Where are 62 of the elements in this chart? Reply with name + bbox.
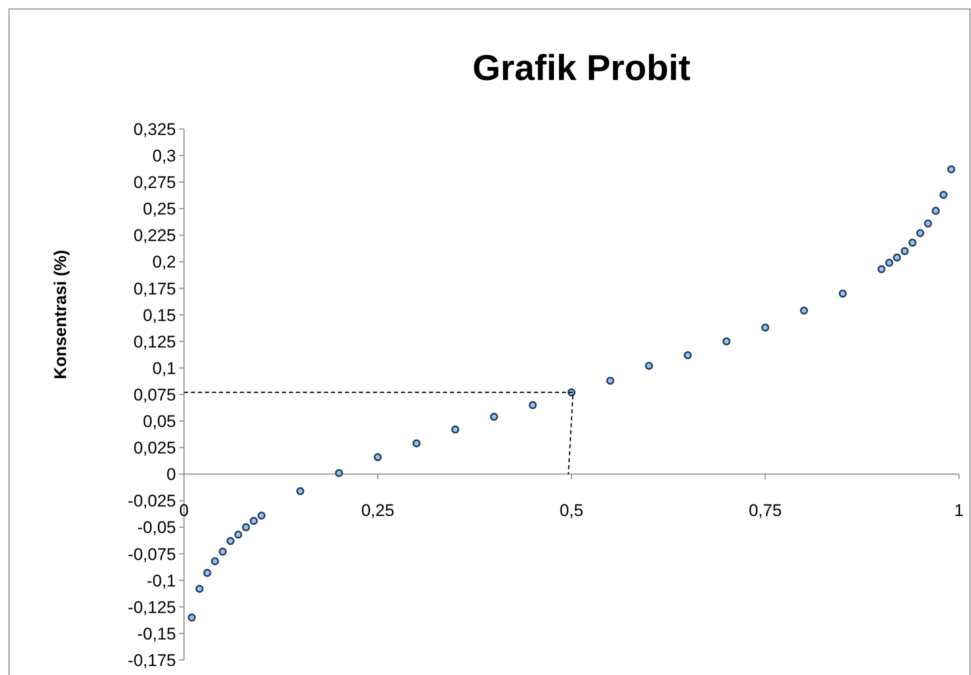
point (908, 238, 916, 247)
x-tick-label: 0 (179, 501, 189, 520)
y-tick-label: 0,1 (152, 358, 176, 378)
y-tick-label: -0,15 (137, 624, 176, 644)
point (335, 469, 343, 478)
y-tick-label: -0,05 (137, 518, 176, 538)
y-tick-label: -0,175 (128, 650, 176, 670)
point (924, 220, 932, 228)
y-tick-label: -0,125 (128, 598, 176, 617)
y-tick-label: 0,325 (133, 120, 176, 139)
y-tick-label: 0,025 (133, 438, 176, 458)
point (878, 265, 886, 274)
y-tick-label: 0,175 (133, 279, 176, 298)
point (606, 376, 614, 385)
point (838, 290, 847, 298)
point (374, 453, 382, 462)
point (893, 254, 901, 262)
point (490, 412, 498, 421)
y-tick-label: 0,225 (133, 226, 176, 246)
point (412, 439, 420, 448)
point (885, 258, 894, 267)
y-tick-label: 0,15 (142, 306, 176, 325)
point (234, 530, 242, 539)
x-tick-label: 0,5 (560, 501, 584, 520)
point (196, 584, 204, 593)
point (203, 568, 212, 577)
y-tick-label: 0 (166, 465, 176, 484)
point (940, 190, 948, 199)
y-tick-label: -0,075 (128, 544, 176, 564)
point (218, 548, 227, 556)
point (916, 229, 924, 238)
point (684, 351, 692, 360)
point (250, 516, 258, 525)
point (528, 401, 537, 410)
y-tick-label: -0,1 (146, 571, 176, 590)
point (211, 557, 219, 566)
y-axis-title: Konsentrasi (%) (51, 250, 70, 380)
y-tick-label: 0,125 (133, 332, 176, 352)
y-tick-label: 0,075 (133, 385, 176, 404)
y-tick-label: 0,05 (142, 412, 176, 431)
y-tick-label: 0,2 (152, 252, 176, 272)
point (451, 426, 460, 434)
point (800, 306, 808, 315)
x-tick-label: 0,75 (748, 501, 782, 520)
y-tick-label: 0,25 (142, 200, 176, 219)
point (761, 324, 770, 332)
point (947, 165, 956, 174)
point (258, 512, 266, 520)
point (900, 247, 909, 256)
point (722, 337, 730, 346)
x-tick-label: 1 (954, 501, 964, 520)
point (932, 206, 940, 215)
point (242, 523, 250, 532)
point (226, 537, 234, 546)
y-tick-label: 0,3 (152, 146, 176, 166)
point (645, 362, 653, 370)
point (188, 614, 196, 622)
x-tick-label: 0,25 (361, 501, 394, 520)
point (296, 487, 304, 496)
chart-title: Grafik Probit (472, 47, 691, 88)
y-tick-label: 0,275 (133, 173, 176, 192)
y-tick-label: -0,025 (128, 492, 176, 511)
